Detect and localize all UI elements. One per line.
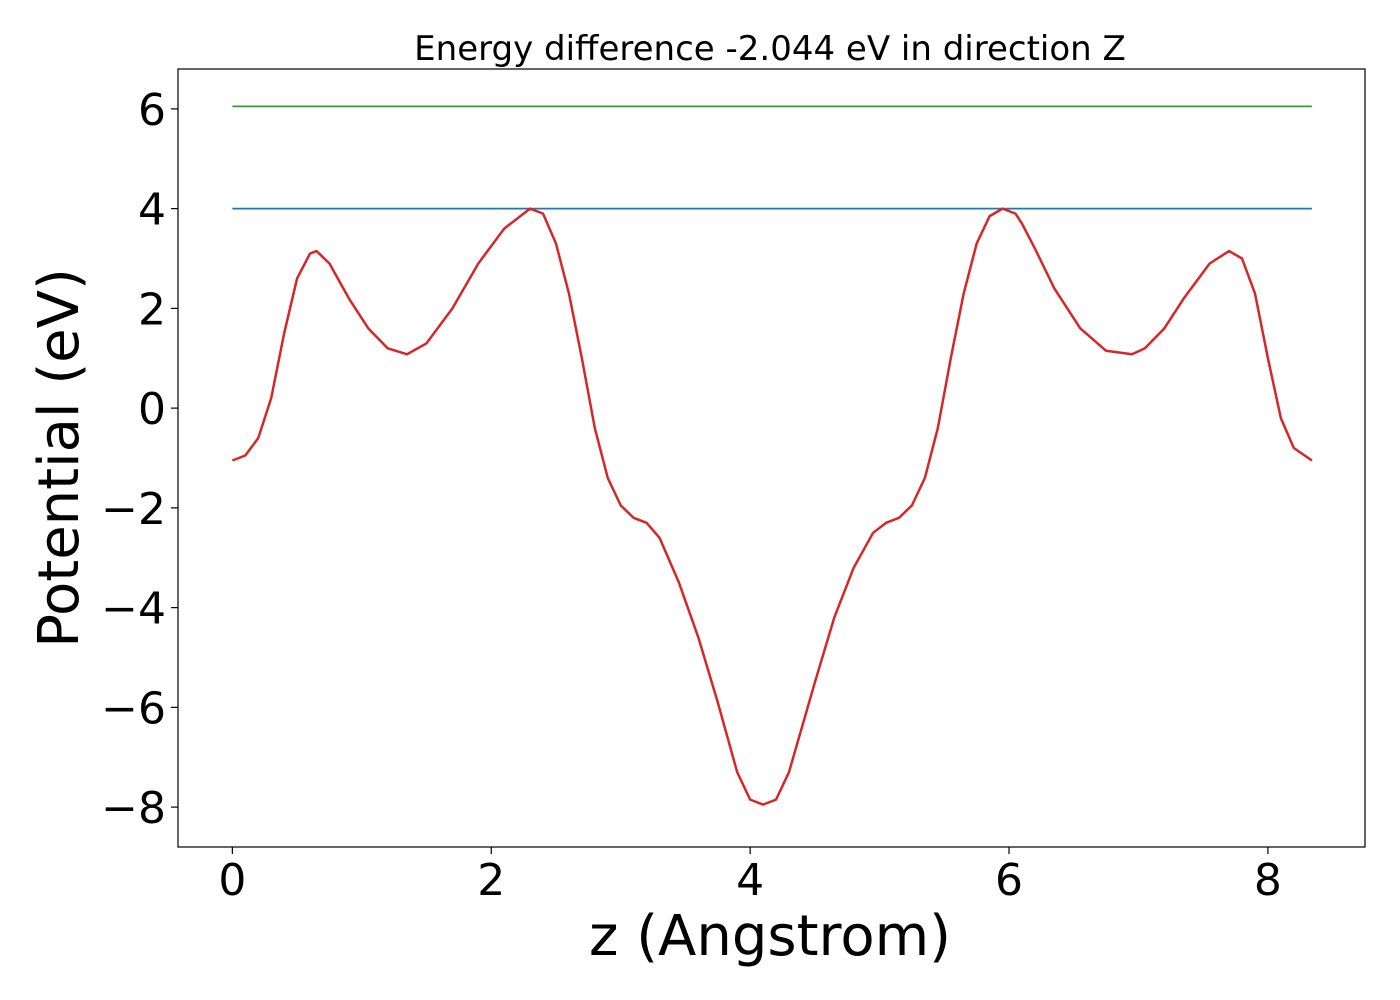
- plot-frame: [177, 68, 1366, 848]
- x-axis: 0 2 4 6 8: [218, 847, 1282, 906]
- y-tick-label: −6: [101, 683, 166, 734]
- x-axis-label: z (Angstrom): [589, 904, 951, 969]
- y-tick-label: −2: [101, 484, 166, 535]
- y-axis: 6 4 2 0 −2 −4 −6 −8: [101, 85, 178, 834]
- y-axis-label: Potential (eV): [27, 268, 92, 648]
- y-tick-label: 2: [138, 284, 166, 335]
- y-tick-label: −8: [101, 783, 166, 834]
- y-tick-label: −4: [101, 584, 166, 635]
- y-tick-label: 4: [138, 185, 166, 236]
- x-tick-label: 6: [995, 855, 1023, 906]
- y-tick-label: 6: [138, 85, 166, 136]
- x-tick-label: 0: [218, 855, 246, 906]
- chart-title: Energy difference -2.044 eV in direction…: [414, 29, 1126, 69]
- series-line-3: [231, 207, 1313, 806]
- x-tick-label: 4: [736, 855, 764, 906]
- x-tick-label: 8: [1254, 855, 1282, 906]
- plot-area: [231, 105, 1313, 806]
- y-tick-label: 0: [138, 384, 166, 435]
- x-tick-label: 2: [477, 855, 505, 906]
